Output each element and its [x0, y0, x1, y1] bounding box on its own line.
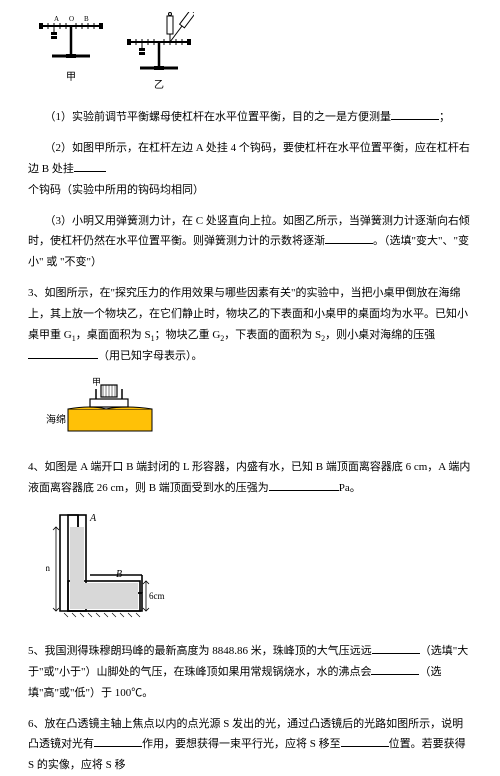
blank-1	[391, 108, 439, 120]
question-7: 6、放在凸透镜主轴上焦点以内的点光源 S 发出的光，通过凸透镜后的光路如图所示，…	[28, 714, 472, 776]
question-6: 5、我国测得珠穆朗玛峰的最新高度为 8848.86 米，珠峰顶的大气压远远（选填…	[28, 641, 472, 704]
blank-7b	[341, 735, 389, 747]
label-A: A	[54, 15, 59, 23]
question-5: 4、如图是 A 端开口 B 端封闭的 L 形容器，内盛有水，已知 B 端顶面离容…	[28, 457, 472, 499]
q4e: ，则小桌对海绵的压强	[325, 329, 435, 341]
question-4: 3、如图所示，在"探究压力的作用效果与哪些因素有关"的实验中，当把小桌甲倒放在海…	[28, 283, 472, 367]
q5-end: Pa。	[339, 482, 361, 494]
dim-6cm: 6cm	[149, 591, 165, 601]
figure-jia-label: 甲	[66, 68, 76, 87]
blank-2	[74, 160, 106, 172]
blank-7a	[94, 735, 142, 747]
blank-6b	[371, 663, 419, 675]
q1-end: ；	[439, 111, 450, 123]
figure-jia: A O B 甲	[36, 12, 106, 95]
label-B-tube: B	[116, 569, 122, 580]
question-2: （2）如图甲所示，在杠杆左边 A 处挂 4 个钩码，要使杠杆在水平位置平衡，应在…	[28, 138, 472, 201]
label-haimian: 海绵	[46, 413, 66, 426]
blank-5	[269, 479, 339, 491]
label-A-tube: A	[89, 513, 97, 524]
blank-3	[325, 232, 373, 244]
question-3: （3）小明又用弹簧测力计，在 C 处竖直向上拉。如图乙所示，当弹簧测力计逐渐向右…	[28, 211, 472, 274]
q5-text: 4、如图是 A 端开口 B 端封闭的 L 形容器，内盛有水，已知 B 端顶面离容…	[28, 461, 470, 494]
blank-4	[28, 347, 98, 359]
figure-yi: 乙	[124, 12, 194, 95]
q4-end: （用已知字母表示）。	[98, 350, 203, 362]
lever-figures: A O B 甲	[36, 12, 472, 95]
q2-line2: 个钩码（实验中所用的钩码均相同）	[28, 184, 204, 196]
q6-text: 5、我国测得珠穆朗玛峰的最新高度为 8848.86 米，珠峰顶的大气压远远	[28, 645, 372, 657]
q4c: ；物块乙重 G	[155, 329, 221, 341]
dim-26cm: 26cm	[46, 563, 50, 573]
lshape-figure: A B 26cm 6cm	[46, 509, 472, 627]
label-B: B	[84, 15, 89, 23]
figure-yi-label: 乙	[154, 76, 164, 95]
q4d: ，下表面的面积为 S	[224, 329, 321, 341]
q7-mid1: 作用，要想获得一束平行光，应将 S 移至	[142, 738, 341, 750]
q4b: ，桌面面积为 S	[76, 329, 151, 341]
sponge-figure: 甲 海绵	[46, 377, 472, 443]
q1-text: （1）实验前调节平衡螺母使杠杆在水平位置平衡，目的之一是方便测量	[45, 111, 392, 123]
label-jia: 甲	[92, 377, 101, 387]
question-1: （1）实验前调节平衡螺母使杠杆在水平位置平衡，目的之一是方便测量 ；	[28, 107, 472, 128]
label-O: O	[69, 15, 74, 23]
blank-6a	[372, 642, 420, 654]
